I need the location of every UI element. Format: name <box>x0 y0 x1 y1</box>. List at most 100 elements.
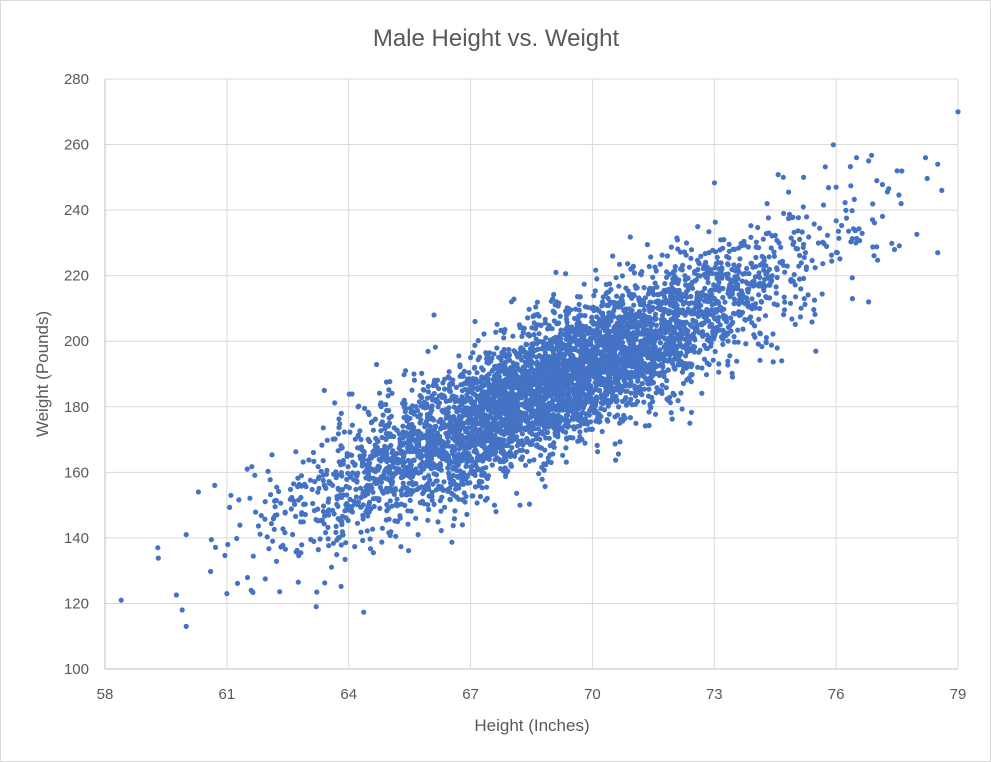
data-point <box>628 379 634 385</box>
data-point <box>582 313 588 319</box>
data-point <box>522 462 529 468</box>
data-point <box>576 371 582 377</box>
data-point <box>870 201 876 207</box>
data-point <box>563 459 569 465</box>
data-point <box>323 530 329 536</box>
data-point <box>738 240 744 247</box>
data-point <box>618 416 624 422</box>
data-point <box>715 306 721 312</box>
data-point <box>608 380 614 386</box>
data-point <box>498 415 504 421</box>
data-point <box>563 381 570 388</box>
data-point <box>534 361 540 368</box>
data-point <box>413 466 419 472</box>
data-point <box>330 507 336 513</box>
data-point <box>498 449 504 455</box>
data-point <box>524 449 530 455</box>
data-point <box>843 207 849 213</box>
data-point <box>426 506 432 513</box>
data-point <box>616 314 622 320</box>
data-point <box>517 388 523 394</box>
data-point <box>379 539 385 545</box>
data-point <box>595 449 601 455</box>
data-point <box>698 253 704 259</box>
data-point <box>386 530 392 536</box>
data-point <box>472 342 478 348</box>
data-point <box>735 327 741 333</box>
data-point <box>340 459 346 465</box>
data-point <box>652 264 658 270</box>
data-point <box>470 350 476 356</box>
data-point <box>594 395 600 402</box>
data-point <box>664 396 670 402</box>
data-point <box>531 313 537 319</box>
data-point <box>411 488 417 494</box>
data-point <box>725 271 731 277</box>
data-point <box>519 357 525 363</box>
data-point <box>339 529 345 535</box>
data-point <box>871 253 877 259</box>
data-point <box>388 470 394 476</box>
data-point <box>629 307 635 314</box>
data-point <box>699 390 705 396</box>
data-point <box>310 500 316 507</box>
data-point <box>468 468 474 474</box>
data-point <box>586 412 592 418</box>
data-point <box>612 323 618 329</box>
data-point <box>565 365 571 371</box>
data-point <box>524 355 530 361</box>
data-point <box>573 382 579 388</box>
data-point <box>784 263 790 269</box>
data-point <box>745 289 751 295</box>
data-point <box>592 288 598 294</box>
data-point <box>551 291 557 298</box>
data-point <box>551 440 557 446</box>
data-point <box>365 484 371 490</box>
data-point <box>779 358 785 364</box>
data-point <box>701 356 708 362</box>
data-point <box>287 486 294 492</box>
data-point <box>474 500 480 506</box>
data-point <box>370 427 376 433</box>
data-point <box>518 345 524 351</box>
data-point <box>628 390 634 396</box>
data-point <box>781 294 787 300</box>
data-point <box>658 325 665 331</box>
data-point <box>703 317 709 323</box>
data-point <box>415 470 421 476</box>
data-point <box>712 330 719 336</box>
data-point <box>299 542 305 548</box>
data-point <box>311 458 317 464</box>
data-point <box>653 299 659 305</box>
data-point <box>761 267 767 273</box>
data-point <box>537 413 543 419</box>
data-point <box>889 240 895 246</box>
data-point <box>406 548 412 554</box>
data-point <box>557 331 563 337</box>
data-point <box>796 263 802 269</box>
data-point <box>325 509 331 515</box>
data-point <box>727 323 733 329</box>
data-point <box>526 389 532 395</box>
data-point <box>651 347 657 353</box>
data-point <box>495 389 501 395</box>
data-point <box>658 333 664 340</box>
data-point <box>394 496 400 502</box>
data-point <box>770 331 776 337</box>
data-point <box>615 300 621 306</box>
data-point <box>726 241 732 247</box>
data-point <box>556 421 562 427</box>
data-point <box>336 424 342 431</box>
data-point <box>679 321 686 327</box>
data-point <box>347 496 353 502</box>
data-point <box>519 456 525 462</box>
data-point <box>731 334 737 340</box>
data-point <box>642 423 649 429</box>
data-point <box>623 395 629 401</box>
data-point <box>586 374 592 380</box>
data-point <box>402 502 408 508</box>
data-point <box>720 312 727 318</box>
data-point <box>367 536 373 542</box>
data-point <box>365 409 371 415</box>
data-point <box>757 330 763 336</box>
